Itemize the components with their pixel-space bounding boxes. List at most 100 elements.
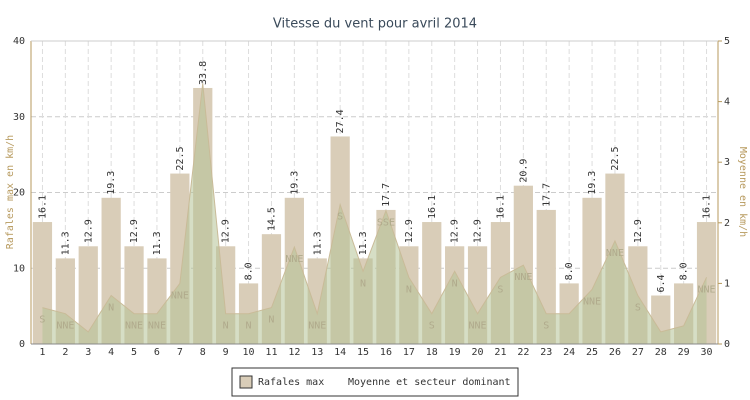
x-tick-label: 23	[540, 347, 552, 358]
sector-label: N	[108, 303, 114, 314]
sector-label: NNE	[125, 321, 143, 332]
value-label: 20.9	[518, 159, 529, 183]
y2-tick-label: 4	[724, 97, 730, 108]
legend-label: Rafales max	[258, 377, 324, 388]
y2-axis-label: Moyenne en km/h	[737, 147, 748, 237]
sector-label: SSE	[377, 218, 395, 229]
chart-title: Vitesse du vent pour avril 2014	[273, 17, 477, 32]
sector-label: N	[360, 278, 366, 289]
value-label: 16.1	[702, 195, 713, 219]
x-tick-label: 30	[701, 347, 713, 358]
value-label: 22.5	[175, 146, 186, 170]
x-tick-label: 5	[131, 347, 137, 358]
value-label: 11.3	[60, 231, 71, 255]
value-label: 8.0	[564, 262, 575, 280]
y2-tick-label: 1	[724, 278, 730, 289]
x-tick-label: 15	[357, 347, 369, 358]
x-tick-label: 17	[403, 347, 415, 358]
x-tick-label: 29	[678, 347, 690, 358]
sector-label: S	[337, 212, 343, 223]
value-label: 16.1	[427, 195, 438, 219]
sector-label: N	[246, 321, 252, 332]
value-label: 12.9	[83, 219, 94, 243]
y-tick-label: 0	[19, 339, 25, 350]
value-label: 6.4	[656, 274, 667, 292]
x-tick-label: 26	[609, 347, 621, 358]
value-label: 27.4	[335, 109, 346, 133]
value-label: 14.5	[266, 207, 277, 231]
y2-tick-label: 3	[724, 157, 730, 168]
sector-label: N	[268, 315, 274, 326]
x-tick-label: 11	[265, 347, 277, 358]
sector-label: NNE	[285, 254, 303, 265]
x-tick-label: 16	[380, 347, 392, 358]
x-tick-label: 10	[243, 347, 255, 358]
y-tick-label: 20	[13, 188, 25, 199]
value-label: 19.3	[587, 171, 598, 195]
sector-label: NNE	[171, 290, 189, 301]
sector-label: NNE	[469, 321, 487, 332]
y-tick-label: 30	[13, 112, 25, 123]
x-tick-label: 18	[426, 347, 438, 358]
value-label: 8.0	[244, 262, 255, 280]
x-tick-label: 22	[517, 347, 529, 358]
value-label: 33.8	[198, 61, 209, 85]
x-tick-label: 24	[563, 347, 575, 358]
y-tick-label: 10	[13, 263, 25, 274]
y-tick-label: 40	[13, 36, 25, 47]
value-label: 11.3	[358, 231, 369, 255]
value-label: 12.9	[404, 219, 415, 243]
value-label: 16.1	[37, 195, 48, 219]
value-label: 12.9	[473, 219, 484, 243]
sector-label: NNE	[606, 248, 624, 259]
bar	[78, 246, 98, 344]
value-label: 19.3	[106, 171, 117, 195]
value-label: 17.7	[381, 183, 392, 207]
value-label: 12.9	[450, 219, 461, 243]
value-label: 16.1	[495, 195, 506, 219]
x-tick-label: 1	[39, 347, 45, 358]
y2-tick-label: 5	[724, 36, 730, 47]
x-tick-label: 3	[85, 347, 91, 358]
sector-label: S	[429, 321, 435, 332]
sector-label: N	[406, 284, 412, 295]
y-axis-label: Rafales max en km/h	[5, 135, 16, 249]
mean-area	[42, 83, 707, 345]
mean-line	[42, 83, 708, 333]
value-label: 17.7	[541, 183, 552, 207]
x-tick-label: 28	[655, 347, 667, 358]
y2-tick-label: 2	[724, 218, 730, 229]
value-label: 12.9	[633, 219, 644, 243]
sector-label: S	[543, 321, 549, 332]
value-label: 8.0	[679, 262, 690, 280]
sector-label: N	[223, 321, 229, 332]
sector-label: NNE	[56, 321, 74, 332]
sector-label: N	[452, 278, 458, 289]
x-tick-label: 4	[108, 347, 114, 358]
value-label: 11.3	[312, 231, 323, 255]
sector-label: NNE	[308, 321, 326, 332]
x-tick-label: 20	[472, 347, 484, 358]
x-tick-label: 8	[200, 347, 206, 358]
sector-label: NNE	[583, 296, 601, 307]
sector-label: NNE	[514, 272, 532, 283]
x-tick-label: 7	[177, 347, 183, 358]
legend-swatch	[239, 375, 253, 389]
x-tick-label: 12	[288, 347, 300, 358]
sector-label: S	[635, 303, 641, 314]
x-tick-label: 6	[154, 347, 160, 358]
x-tick-label: 13	[311, 347, 323, 358]
x-tick-label: 19	[449, 347, 461, 358]
sector-label: NNE	[698, 284, 716, 295]
x-tick-label: 14	[334, 347, 346, 358]
value-label: 22.5	[610, 146, 621, 170]
x-tick-label: 21	[494, 347, 506, 358]
x-tick-label: 2	[62, 347, 68, 358]
value-label: 11.3	[152, 231, 163, 255]
legend-box	[231, 367, 519, 397]
sector-label: S	[497, 284, 503, 295]
x-tick-label: 27	[632, 347, 644, 358]
value-label: 12.9	[129, 219, 140, 243]
sector-label: NNE	[148, 321, 166, 332]
